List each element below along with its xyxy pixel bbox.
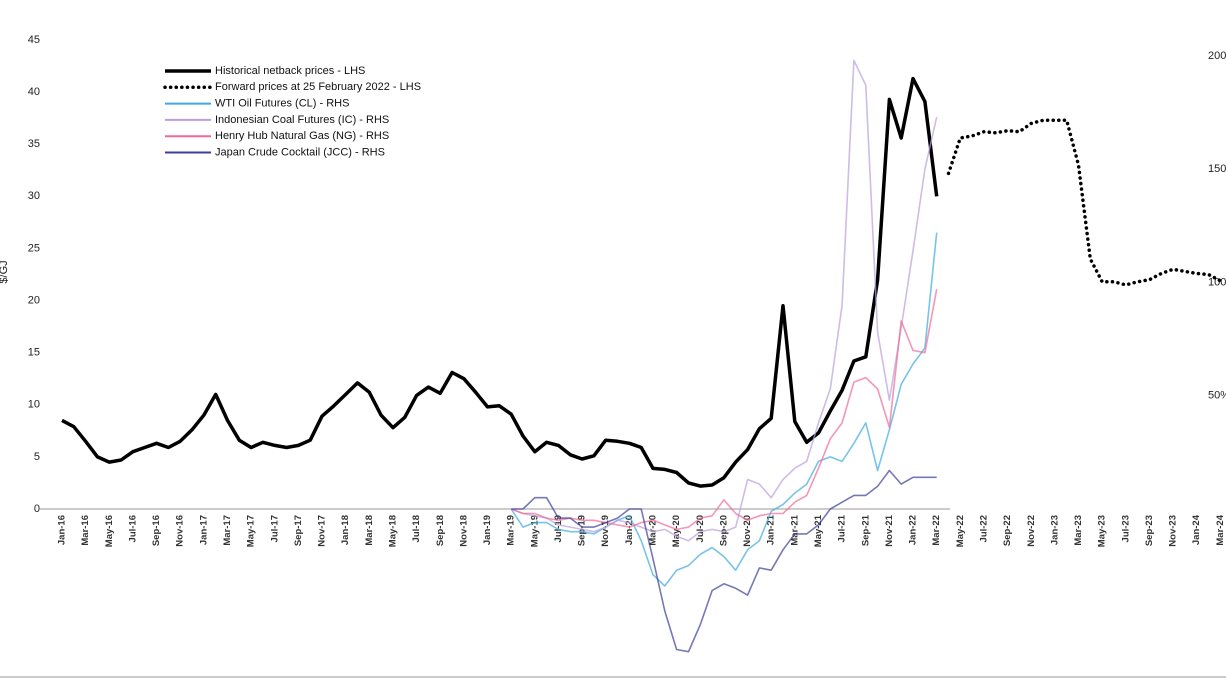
x-tick-label: Mar-20 [648, 515, 659, 546]
x-tick-label: Jan-22 [908, 515, 919, 545]
y-tick-label: 45 [28, 34, 40, 46]
x-tick-label: May-23 [1097, 515, 1108, 547]
x-tick-label: May-18 [387, 515, 398, 547]
series-line [61, 76, 939, 488]
x-tick-label: May-16 [104, 515, 115, 547]
legend-label: Japan Crude Cocktail (JCC) - RHS [215, 146, 385, 158]
y2-tick-label: 200% [1208, 50, 1226, 62]
x-tick-label: Jan-16 [57, 515, 68, 545]
x-tick-label: Sep-20 [718, 515, 729, 546]
x-tick-label: Mar-21 [789, 514, 800, 545]
x-tick-label: Jul-21 [837, 514, 848, 542]
x-tick-label: Mar-19 [506, 515, 517, 546]
x-tick-label: May-20 [671, 515, 682, 547]
y2-tick-label: 150% [1208, 163, 1226, 175]
series-line [510, 232, 938, 587]
series-line [511, 469, 937, 653]
x-tick-label: Jan-24 [1191, 514, 1202, 545]
x-tick-label: Jan-18 [340, 515, 351, 545]
series-line [510, 59, 938, 542]
x-tick-label: Mar-18 [364, 515, 375, 546]
x-tick-label: May-22 [955, 515, 966, 547]
x-tick-label: Nov-22 [1026, 515, 1037, 547]
x-tick-label: Mar-22 [931, 515, 942, 546]
x-tick-label: Jan-21 [766, 514, 777, 545]
legend-label: Forward prices at 25 February 2022 - LHS [215, 81, 421, 93]
x-tick-label: Nov-19 [600, 515, 611, 547]
legend-label: Indonesian Coal Futures (IC) - RHS [215, 114, 389, 126]
x-tick-label: Nov-21 [884, 514, 895, 546]
x-tick-label: Sep-23 [1144, 515, 1155, 546]
y-tick-label: 5 [34, 451, 40, 463]
x-tick-label: May-17 [246, 515, 257, 547]
legend-label: WTI Oil Futures (CL) - RHS [215, 98, 349, 110]
x-tick-label: Sep-19 [577, 515, 588, 546]
x-tick-label: Jan-17 [198, 515, 209, 545]
x-tick-label: Nov-18 [458, 515, 469, 547]
y-axis-label: $/GJ [0, 260, 10, 283]
x-tick-label: Mar-24 [1215, 514, 1226, 545]
legend-label: Historical netback prices - LHS [215, 65, 365, 77]
x-tick-label: Nov-23 [1168, 515, 1179, 547]
legend-label: Henry Hub Natural Gas (NG) - RHS [215, 130, 389, 142]
x-tick-label: Jul-18 [411, 515, 422, 542]
x-tick-label: Jan-20 [624, 515, 635, 545]
x-tick-label: Mar-17 [222, 515, 233, 546]
x-tick-label: Sep-21 [860, 514, 871, 546]
y-tick-label: 0 [34, 503, 40, 515]
x-tick-label: May-21 [813, 514, 824, 547]
x-tick-label: Jul-20 [695, 515, 706, 542]
y-tick-label: 10 [28, 399, 40, 411]
y-tick-label: 35 [28, 138, 40, 150]
x-tick-label: Sep-17 [293, 515, 304, 546]
y-tick-label: 20 [28, 294, 40, 306]
x-tick-label: Jul-17 [269, 515, 280, 542]
x-tick-label: May-19 [529, 515, 540, 547]
x-tick-label: Jan-19 [482, 515, 493, 545]
x-tick-label: Nov-20 [742, 515, 753, 547]
y2-tick-label: 50% [1208, 390, 1226, 402]
x-tick-label: Jul-16 [127, 515, 138, 542]
series-line [946, 118, 1223, 287]
x-tick-label: Jul-22 [978, 515, 989, 542]
x-tick-label: Sep-18 [435, 515, 446, 546]
y-tick-label: 25 [28, 242, 40, 254]
x-tick-label: Nov-16 [175, 515, 186, 547]
x-tick-label: Jul-23 [1120, 515, 1131, 542]
y2-tick-label: 100% [1208, 276, 1226, 288]
x-tick-label: Jan-23 [1049, 515, 1060, 545]
series-line [510, 289, 938, 531]
x-tick-label: Sep-16 [151, 515, 162, 546]
y-tick-label: 15 [28, 347, 40, 359]
y-tick-label: 30 [28, 190, 40, 202]
x-tick-label: Mar-16 [80, 515, 91, 546]
x-tick-label: Nov-17 [317, 515, 328, 547]
x-tick-label: Sep-22 [1002, 515, 1013, 546]
x-tick-label: Mar-23 [1073, 515, 1084, 546]
y-tick-label: 40 [28, 86, 40, 98]
